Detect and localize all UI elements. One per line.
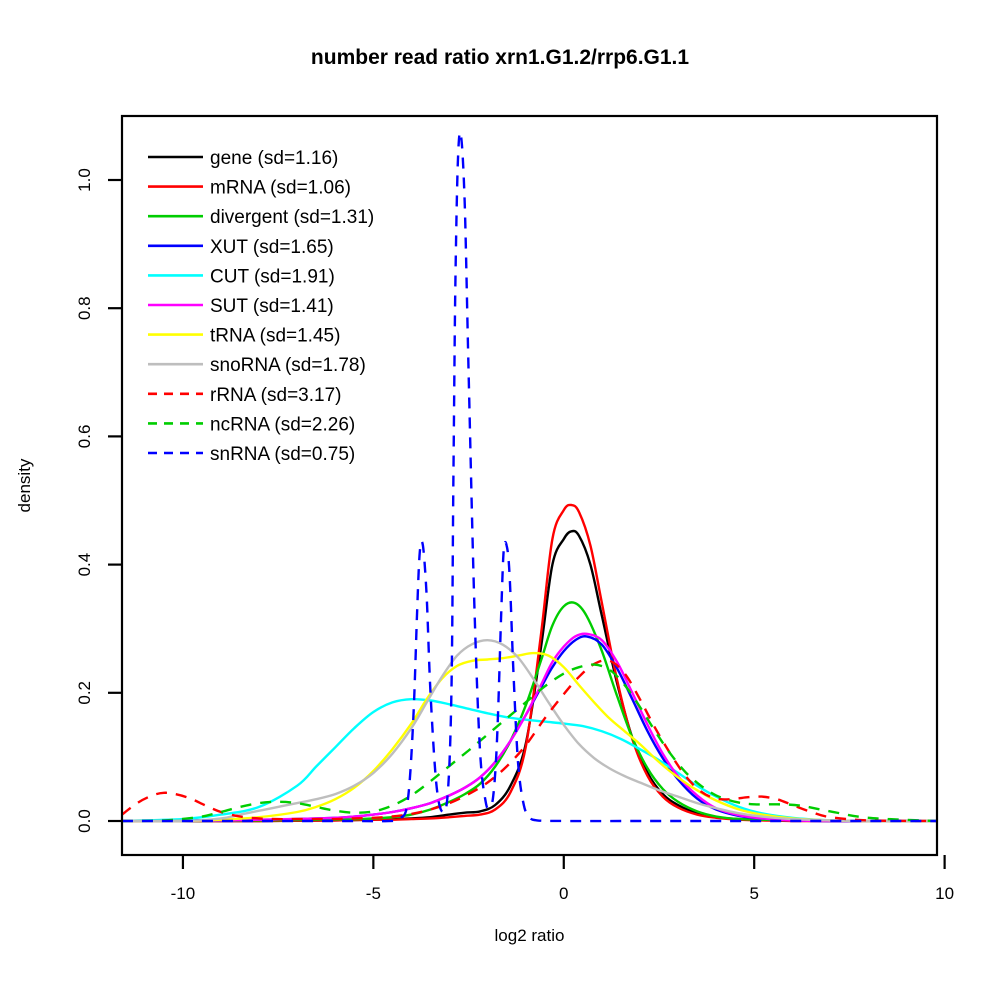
series-line-SUT (123, 632, 936, 823)
y-tick-label: 0.2 (75, 681, 94, 705)
series-line-snRNA (123, 131, 936, 823)
series-line-CUT (123, 697, 936, 823)
series-line-tRNA (123, 651, 936, 823)
y-tick-label: 0.6 (75, 425, 94, 449)
series-line-rRNA (123, 659, 936, 823)
y-tick-label: 1.0 (75, 168, 94, 192)
plot-frame (120, 114, 939, 857)
series-line-gene (123, 529, 936, 823)
y-tick-label: 0.0 (75, 809, 94, 833)
legend-label-CUT: CUT (sd=1.91) (210, 266, 335, 287)
page-title: number read ratio xrn1.G1.2/rrp6.G1.1 (310, 46, 690, 69)
x-tick-label: 5 (749, 884, 758, 903)
series-group (123, 131, 936, 823)
legend-label-ncRNA: ncRNA (sd=2.26) (210, 414, 355, 435)
series-line-ncRNA (123, 663, 936, 823)
legend-label-snoRNA: snoRNA (sd=1.78) (210, 355, 366, 376)
x-axis-label: log2 ratio (495, 926, 565, 945)
y-tick-label: 0.4 (75, 553, 94, 577)
series-line-mRNA (123, 503, 936, 823)
legend-label-divergent: divergent (sd=1.31) (210, 207, 374, 228)
legend-label-snRNA: snRNA (sd=0.75) (210, 444, 355, 465)
x-tick-label: -10 (171, 884, 196, 903)
legend-label-mRNA: mRNA (sd=1.06) (210, 178, 351, 199)
x-tick-label: 0 (559, 884, 568, 903)
legend-label-SUT: SUT (sd=1.41) (210, 296, 334, 317)
legend-label-tRNA: tRNA (sd=1.45) (210, 326, 340, 347)
x-tick-label: 10 (935, 884, 954, 903)
legend-label-rRNA: rRNA (sd=3.17) (210, 385, 341, 406)
y-tick-label: 0.8 (75, 296, 94, 320)
series-line-divergent (123, 601, 936, 823)
x-tick-label: -5 (366, 884, 381, 903)
legend-label-gene: gene (sd=1.16) (210, 148, 338, 169)
y-axis-label: density (15, 458, 34, 512)
legend-label-XUT: XUT (sd=1.65) (210, 237, 334, 258)
